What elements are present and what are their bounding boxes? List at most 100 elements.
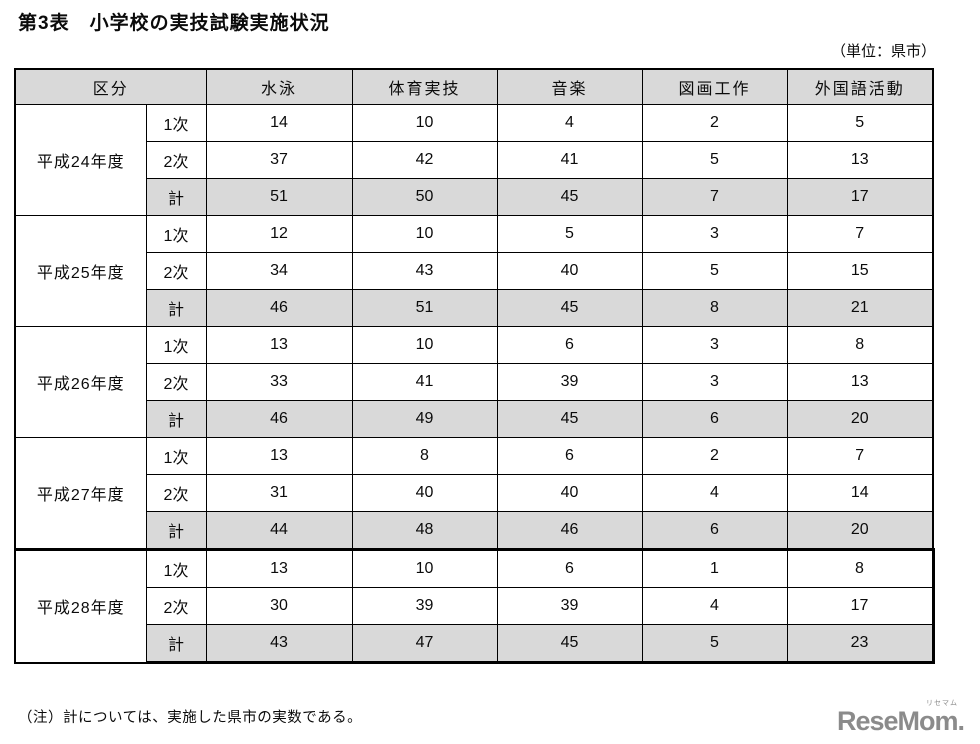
value-cell: 40 <box>496 474 643 512</box>
value-cell: 3 <box>641 326 788 364</box>
total-row: 計 46 49 45 6 20 <box>15 400 934 438</box>
header-row: 区分 水泳 体育実技 音楽 図画工作 外国語活動 <box>14 68 934 105</box>
value-cell: 8 <box>641 289 788 327</box>
stage-cell: 計 <box>145 511 207 550</box>
value-cell: 8 <box>786 548 935 588</box>
value-cell: 2 <box>641 104 788 142</box>
table-row: 平成27年度 1次 13 8 6 2 7 <box>14 437 934 550</box>
value-cell: 43 <box>205 624 353 664</box>
value-cell: 3 <box>641 363 788 401</box>
value-cell: 40 <box>496 252 643 290</box>
value-cell: 5 <box>641 141 788 179</box>
value-cell: 45 <box>496 624 643 664</box>
value-cell: 23 <box>786 624 935 664</box>
value-cell: 45 <box>496 178 643 216</box>
footnote: （注）計については、実施した県市の実数である。 <box>18 710 363 726</box>
value-cell: 13 <box>786 141 934 179</box>
value-cell: 20 <box>786 511 934 550</box>
value-cell: 2 <box>641 437 788 475</box>
value-cell: 51 <box>351 289 498 327</box>
value-cell: 20 <box>786 400 934 438</box>
table-row: 2次 37 42 41 5 13 <box>15 141 934 179</box>
col-header-music: 音楽 <box>496 68 643 105</box>
value-cell: 48 <box>351 511 498 550</box>
value-cell: 4 <box>496 104 643 142</box>
stage-cell: 2次 <box>145 587 207 625</box>
value-cell: 39 <box>496 363 643 401</box>
value-cell: 7 <box>786 215 934 253</box>
value-cell: 4 <box>641 474 788 512</box>
value-cell: 33 <box>205 363 353 401</box>
stage-cell: 1次 <box>145 548 207 588</box>
value-cell: 45 <box>496 289 643 327</box>
value-cell: 14 <box>786 474 934 512</box>
value-cell: 15 <box>786 252 934 290</box>
value-cell: 41 <box>351 363 498 401</box>
total-row: 計 46 51 45 8 21 <box>15 289 934 327</box>
value-cell: 39 <box>496 587 643 625</box>
stage-cell: 1次 <box>145 215 207 253</box>
value-cell: 13 <box>786 363 934 401</box>
value-cell: 30 <box>205 587 353 625</box>
exam-implementation-table: 区分 水泳 体育実技 音楽 図画工作 外国語活動 平成24年度 1次 14 10… <box>14 68 935 664</box>
value-cell: 44 <box>205 511 353 550</box>
year-cell-h25: 平成25年度 <box>14 215 147 327</box>
col-header-foreign-language: 外国語活動 <box>786 68 934 105</box>
value-cell: 37 <box>205 141 353 179</box>
value-cell: 31 <box>205 474 353 512</box>
value-cell: 6 <box>496 548 643 588</box>
value-cell: 5 <box>786 104 934 142</box>
value-cell: 45 <box>496 400 643 438</box>
value-cell: 8 <box>786 326 934 364</box>
total-row-highlighted: 計 43 47 45 5 23 <box>15 624 935 664</box>
value-cell: 14 <box>205 104 353 142</box>
value-cell: 6 <box>641 511 788 550</box>
value-cell: 17 <box>786 587 935 625</box>
unit-label: （単位：県市） <box>830 43 936 60</box>
stage-cell: 2次 <box>145 141 207 179</box>
value-cell: 5 <box>496 215 643 253</box>
value-cell: 47 <box>351 624 498 664</box>
value-cell: 13 <box>205 326 353 364</box>
stage-cell: 2次 <box>145 252 207 290</box>
stage-cell: 2次 <box>145 363 207 401</box>
value-cell: 21 <box>786 289 934 327</box>
value-cell: 46 <box>205 289 353 327</box>
table-row-highlighted: 2次 30 39 39 4 17 <box>15 587 935 625</box>
value-cell: 12 <box>205 215 353 253</box>
value-cell: 6 <box>496 437 643 475</box>
stage-cell: 1次 <box>145 326 207 364</box>
value-cell: 40 <box>351 474 498 512</box>
total-row: 計 51 50 45 7 17 <box>15 178 934 216</box>
value-cell: 8 <box>351 437 498 475</box>
resemom-logo: リセマム ReseMom. <box>837 698 965 742</box>
value-cell: 10 <box>351 104 498 142</box>
value-cell: 42 <box>351 141 498 179</box>
value-cell: 4 <box>641 587 788 625</box>
page-title: 第3表 小学校の実技試験実施状況 <box>18 13 330 34</box>
table-row: 平成24年度 1次 14 10 4 2 5 <box>14 104 934 216</box>
table-row: 平成25年度 1次 12 10 5 3 7 <box>14 215 934 327</box>
table-row: 2次 31 40 40 4 14 <box>15 474 934 512</box>
year-cell-h27: 平成27年度 <box>14 437 147 550</box>
col-header-kubun: 区分 <box>14 68 207 105</box>
table-row: 平成26年度 1次 13 10 6 3 8 <box>14 326 934 438</box>
value-cell: 10 <box>351 326 498 364</box>
year-cell-h26: 平成26年度 <box>14 326 147 438</box>
value-cell: 43 <box>351 252 498 290</box>
col-header-arts: 図画工作 <box>641 68 788 105</box>
value-cell: 17 <box>786 178 934 216</box>
stage-cell: 1次 <box>145 104 207 142</box>
stage-cell: 2次 <box>145 474 207 512</box>
value-cell: 51 <box>205 178 353 216</box>
value-cell: 13 <box>205 548 353 588</box>
value-cell: 39 <box>351 587 498 625</box>
value-cell: 13 <box>205 437 353 475</box>
value-cell: 1 <box>641 548 788 588</box>
stage-cell: 1次 <box>145 437 207 475</box>
stage-cell: 計 <box>145 400 207 438</box>
table-row: 2次 33 41 39 3 13 <box>15 363 934 401</box>
value-cell: 41 <box>496 141 643 179</box>
total-row: 計 44 48 46 6 20 <box>15 511 934 550</box>
value-cell: 6 <box>496 326 643 364</box>
